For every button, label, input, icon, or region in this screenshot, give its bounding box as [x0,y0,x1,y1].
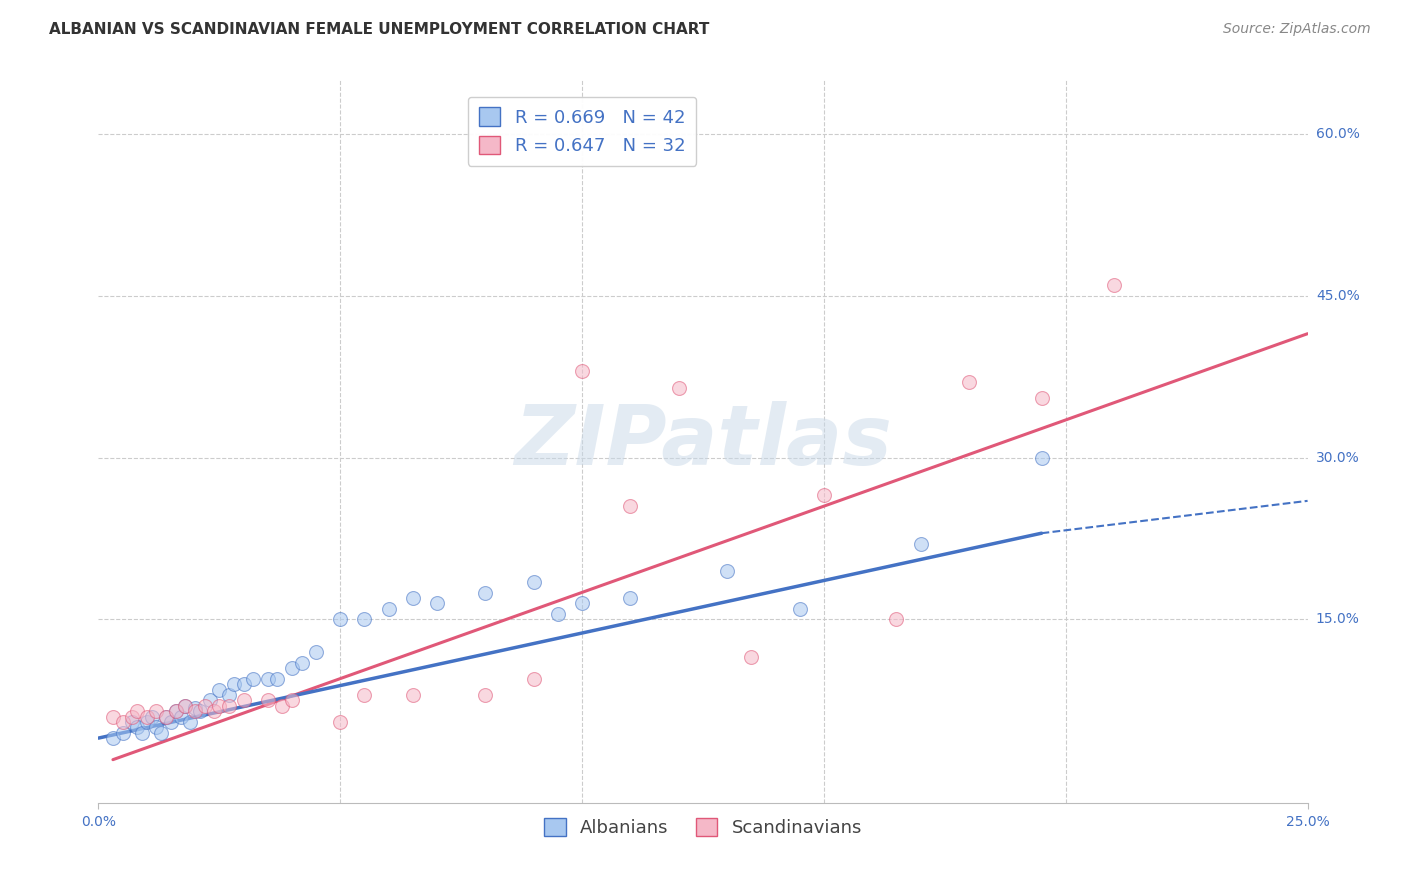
Point [222,677,245,691]
Point [194,698,217,713]
Point [204,704,226,718]
Point [165,704,187,718]
Point [716,564,738,578]
Point [789,601,811,615]
Point [208,698,231,713]
Point [174,698,197,713]
Point [242,672,264,686]
Point [474,585,496,599]
Point [740,650,762,665]
Point [281,693,304,707]
Point [198,693,221,707]
Point [668,381,690,395]
Point [135,709,157,723]
Point [305,645,328,659]
Point [353,612,375,626]
Point [232,677,254,691]
Point [256,672,278,686]
Point [377,601,399,615]
Point [402,591,425,605]
Point [121,714,143,729]
Point [150,725,173,739]
Text: ZIPatlas: ZIPatlas [515,401,891,482]
Text: 30.0%: 30.0% [1316,450,1360,465]
Point [523,574,546,589]
Point [155,709,177,723]
Point [131,725,153,739]
Point [174,698,197,713]
Legend: Albanians, Scandinavians: Albanians, Scandinavians [537,811,869,845]
Text: ALBANIAN VS SCANDINAVIAN FEMALE UNEMPLOYMENT CORRELATION CHART: ALBANIAN VS SCANDINAVIAN FEMALE UNEMPLOY… [49,22,710,37]
Point [353,688,375,702]
Point [256,693,278,707]
Point [271,698,294,713]
Point [127,720,149,734]
Point [101,709,124,723]
Point [281,661,304,675]
Point [135,714,157,729]
Point [402,688,425,702]
Point [619,500,641,514]
Text: 45.0%: 45.0% [1316,289,1360,303]
Point [329,612,352,626]
Point [474,688,496,702]
Point [184,704,207,718]
Point [886,612,908,626]
Point [121,709,143,723]
Point [101,731,124,745]
Point [547,607,569,621]
Point [160,714,183,729]
Point [266,672,288,686]
Point [1102,278,1125,293]
Text: Source: ZipAtlas.com: Source: ZipAtlas.com [1223,22,1371,37]
Point [127,704,149,718]
Point [218,688,240,702]
Point [232,693,254,707]
Point [155,709,177,723]
Point [179,714,201,729]
Point [329,714,352,729]
Point [910,537,932,551]
Point [218,698,240,713]
Point [145,720,167,734]
Point [957,376,980,390]
Point [619,591,641,605]
Point [208,682,231,697]
Point [184,701,207,715]
Point [141,709,163,723]
Text: 15.0%: 15.0% [1316,613,1360,626]
Point [165,704,187,718]
Point [1031,392,1053,406]
Point [571,364,593,378]
Point [813,488,835,502]
Point [571,596,593,610]
Point [111,714,134,729]
Point [169,709,191,723]
Point [290,656,312,670]
Point [523,672,546,686]
Point [188,704,211,718]
Point [426,596,449,610]
Point [145,704,167,718]
Text: 60.0%: 60.0% [1316,128,1360,141]
Point [1031,450,1053,465]
Point [111,725,134,739]
